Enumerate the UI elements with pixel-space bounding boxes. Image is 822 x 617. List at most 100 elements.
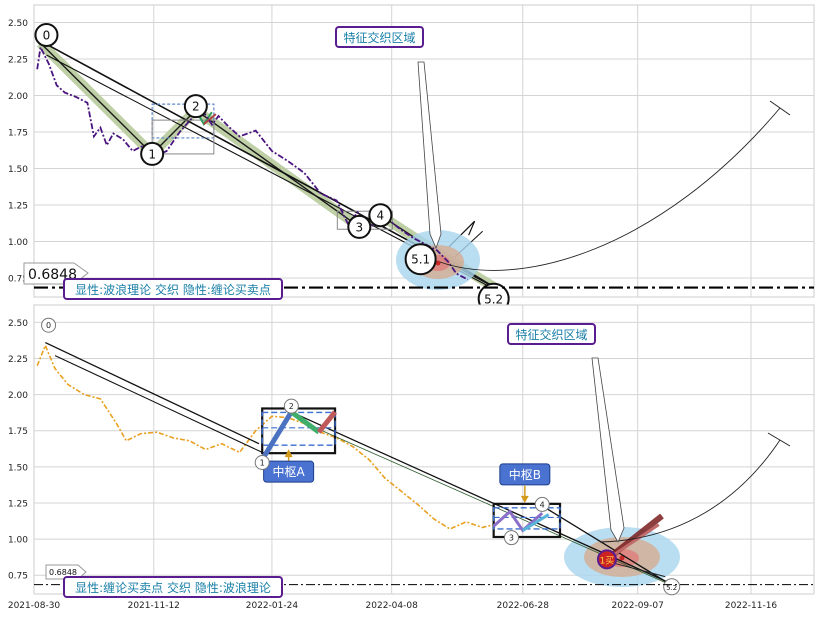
bot-ytick-label: 0.75 [8,572,28,582]
bot-ytick-label: 1.00 [8,536,28,546]
bottom-wave-point-4: 4 [534,496,550,512]
top-y-axis: 0.75 1.00 1.25 1.50 1.75 2.00 2.25 2.50 [8,19,28,285]
bottom-caption-box [63,576,283,598]
bottom-wave-label: 2 [289,402,294,411]
bottom-stroke-b [492,509,544,533]
top-wave-label: 3 [356,220,364,234]
bottom-channel-c [541,505,673,586]
bottom-wave-point-0: 0 [41,317,57,333]
top-ytick-label: 1.00 [8,238,28,248]
bottom-wave-point-1: 1 [254,455,270,471]
bottom-wave-circle [663,578,681,596]
zhongshu-a: 中枢A [261,407,337,483]
zhongshu-arrow-head [284,449,293,458]
bottom-xtick-label: 2022-04-08 [366,601,419,611]
top-ytick-label: 2.00 [8,92,28,102]
top-gridlines [34,5,814,297]
bottom-wave-label: 5.2 [666,584,677,592]
bottom-arc-tick [767,432,791,447]
zhongshu-b: 中枢B [492,463,562,539]
top-ytick-label: 1.50 [8,165,28,175]
top-zigzag-1b [203,113,217,125]
top-ytick-label: 1.75 [8,129,28,139]
bottom-buy-point-label: 1买 [600,555,615,566]
top-wave-label: 5.2 [484,292,503,306]
top-wave-label: 2 [192,100,200,114]
top-ytick-label: 2.25 [8,56,28,66]
top-caption-text: 显性:波浪理论 交织 隐性:缠论买卖点 [75,282,271,297]
top-ytick-label: 1.25 [8,202,28,212]
top-wave-point-4: 4 [368,203,393,228]
top-wave-circle [404,243,437,276]
bot-ytick-label: 1.75 [8,427,28,437]
top-annotation-arrow [417,61,442,250]
zhongshu-label: 中枢B [509,467,541,482]
bottom-channel-a-upper [45,341,260,445]
bottom-wave-labels: 0 1 2 3 4 5.2 [41,317,681,596]
bot-price-polyline [36,343,494,530]
bottom-xtick-label: 2022-06-28 [497,601,550,611]
bottom-wave-circle [283,398,299,414]
top-projection-arc [439,107,781,271]
zhongshu-label: 中枢A [273,464,306,479]
top-caption-box [63,278,283,300]
bottom-wave-circle [503,530,519,546]
bottom-channel-a-lower [54,355,263,453]
bottom-ellipse-center [619,555,625,561]
bottom-xtick-label: 2022-01-24 [246,601,299,611]
bottom-buy-fan-2 [606,523,660,561]
bottom-caption-text: 显性:缠论买卖点 交织 隐性:波浪理论 [75,580,271,595]
bottom-wave-label: 0 [46,321,51,330]
top-wave-circle [347,214,372,239]
bottom-stroke-down-1 [289,409,321,435]
bottom-hline-label-flag [45,564,87,580]
top-wave-circle [183,94,208,119]
top-ytick-label: 2.50 [8,19,28,29]
bottom-wave-point-3: 3 [503,530,519,546]
bottom-wave-circle [254,455,270,471]
bottom-annotation-box [507,323,596,345]
bottom-stroke-up-1 [260,410,294,461]
bottom-wave-label: 4 [540,500,545,509]
top-wave-point-0: 0 [34,22,59,47]
bottom-stroke-b2 [522,513,550,532]
bot-ytick-label: 2.25 [8,355,28,365]
bottom-annotation-arrow [591,357,625,543]
bottom-buy-fan-3 [606,560,666,578]
top-ellipse-center [435,260,441,266]
bottom-buy-point-marker [596,549,617,570]
bot-ytick-label: 2.50 [8,319,28,329]
top-zone-box-1 [151,103,215,139]
zhongshu-inner-box [261,411,336,446]
top-wave-point-5-1: 5.1 [404,243,437,276]
bottom-wave-point-5-2: 5.2 [663,578,681,596]
bottom-wave-point-2: 2 [283,398,299,414]
bottom-xtick-label: 2022-11-16 [725,601,778,611]
top-panel: 0.75 1.00 1.25 1.50 1.75 2.00 2.25 2.50 0 1 2 34 5.… [8,4,815,315]
top-wave-circle [34,22,59,47]
bot-ytick-label: 1.25 [8,499,28,509]
bottom-wave-circle [534,496,550,512]
top-wave-label: 5.1 [411,253,430,267]
bottom-wave-circle [41,317,57,333]
bottom-annotation-text: 特征交织区域 [515,327,587,342]
top-price-polyline [36,44,469,281]
top-price-line [36,44,469,281]
top-wave-circle [140,141,165,166]
bottom-xtick-label: 2022-09-07 [612,601,664,611]
zhongshu-label-box [499,463,551,486]
bot-ytick-label: 2.00 [8,391,28,401]
top-wave-point-3: 3 [347,214,372,239]
top-arc-tick [769,100,791,116]
bottom-hline-label: 0.6848 [49,568,77,577]
top-wave-point-1: 1 [140,141,165,166]
top-wave-point-2: 2 [183,94,208,119]
bottom-price-line [36,343,494,530]
bottom-interweave-region [564,527,680,587]
top-ytick-label: 0.75 [8,275,28,285]
top-wave-label: 4 [377,209,385,223]
top-wave-circle [368,203,393,228]
bottom-plot-frame [33,304,815,595]
bottom-chan-overlay: 中枢A 中枢B 1买 [45,341,673,586]
